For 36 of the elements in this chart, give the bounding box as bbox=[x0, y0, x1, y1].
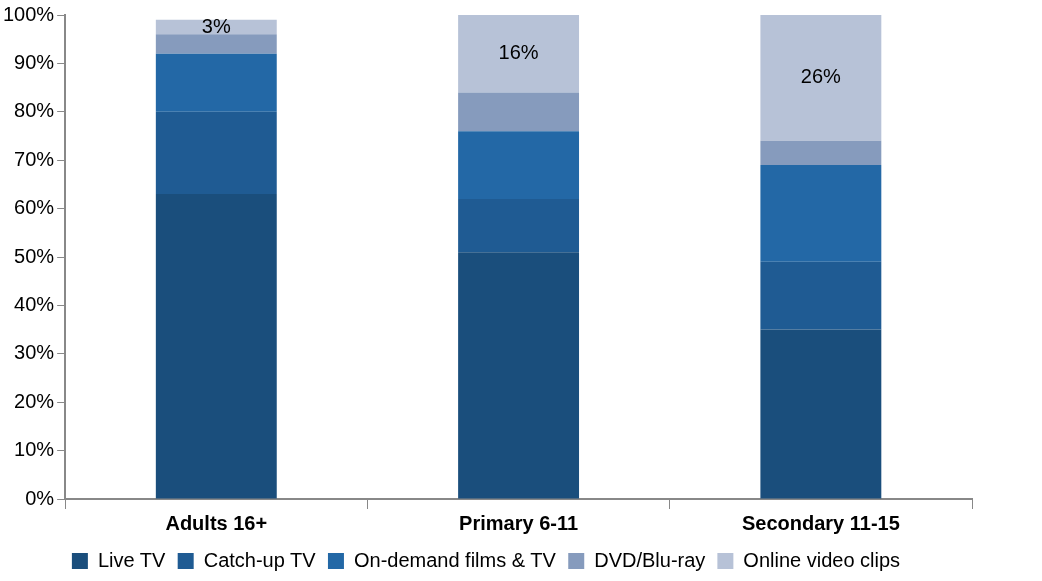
x-tick-label: Primary 6-11 bbox=[459, 511, 579, 534]
x-tick-label: Secondary 11-15 bbox=[741, 511, 900, 534]
bar bbox=[760, 140, 882, 166]
data-label: 3% bbox=[201, 14, 231, 37]
legend-label: Online video clips bbox=[743, 548, 901, 571]
y-tick-label: 60% bbox=[14, 196, 55, 219]
legend-label: On-demand films & TV bbox=[353, 548, 557, 571]
y-tick-label: 40% bbox=[14, 292, 55, 315]
bar bbox=[760, 329, 882, 499]
y-tick-label: 20% bbox=[14, 389, 55, 412]
y-tick-label: 100% bbox=[3, 2, 55, 25]
bar bbox=[760, 165, 882, 262]
legend-label: DVD/Blu-ray bbox=[594, 548, 706, 571]
bar bbox=[458, 198, 580, 253]
y-tick-label: 90% bbox=[14, 50, 55, 73]
y-tick-label: 0% bbox=[25, 486, 55, 509]
y-tick-label: 30% bbox=[14, 341, 55, 364]
y-tick-label: 70% bbox=[14, 147, 55, 170]
bar bbox=[458, 92, 580, 132]
bar bbox=[155, 53, 277, 112]
bar bbox=[458, 131, 580, 199]
bar bbox=[458, 15, 580, 93]
y-tick-label: 10% bbox=[14, 438, 55, 461]
bar bbox=[155, 111, 277, 195]
data-label: 26% bbox=[800, 65, 842, 88]
legend-label: Catch-up TV bbox=[203, 548, 317, 571]
bar bbox=[155, 34, 277, 54]
x-tick-label: Adults 16+ bbox=[165, 511, 268, 534]
bar bbox=[760, 261, 882, 330]
y-tick-label: 50% bbox=[14, 244, 55, 267]
bar bbox=[760, 15, 882, 141]
data-label: 16% bbox=[498, 41, 539, 64]
y-tick-label: 80% bbox=[14, 99, 55, 122]
legend-label: Live TV bbox=[97, 548, 166, 571]
bar bbox=[458, 252, 580, 499]
bar bbox=[155, 194, 277, 499]
